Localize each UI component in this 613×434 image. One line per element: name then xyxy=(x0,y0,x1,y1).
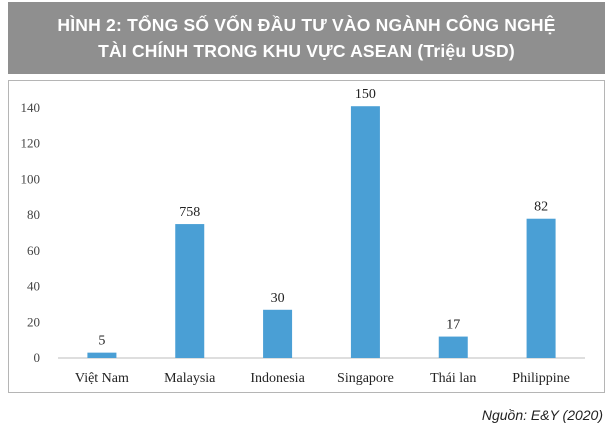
x-category-label: Singapore xyxy=(337,371,394,386)
y-tick-label: 80 xyxy=(27,207,40,222)
data-label: 30 xyxy=(271,291,285,306)
bar xyxy=(350,106,380,358)
y-tick-label: 40 xyxy=(27,279,40,294)
source-note: Nguồn: E&Y (2020) xyxy=(481,407,603,423)
x-category-label: Indonesia xyxy=(250,371,305,386)
bar xyxy=(526,218,556,358)
data-label: 5 xyxy=(98,334,105,349)
x-category-label: Malaysia xyxy=(164,371,216,386)
y-tick-label: 100 xyxy=(21,171,41,186)
chart-title-line-1: HÌNH 2: TỔNG SỐ VỐN ĐẦU TƯ VÀO NGÀNH CÔN… xyxy=(57,15,556,35)
bar xyxy=(438,336,468,358)
y-tick-label: 60 xyxy=(27,243,40,258)
bar xyxy=(175,224,205,358)
bar xyxy=(263,309,293,358)
chart-title-banner: HÌNH 2: TỔNG SỐ VỐN ĐẦU TƯ VÀO NGÀNH CÔN… xyxy=(8,2,605,74)
plot-area-frame xyxy=(8,80,605,393)
chart-title-line-2: TÀI CHÍNH TRONG KHU VỰC ASEAN (Triệu USD… xyxy=(98,41,515,61)
x-category-label: Việt Nam xyxy=(75,371,129,386)
y-tick-label: 20 xyxy=(27,314,40,329)
data-label: 82 xyxy=(534,200,548,215)
data-label: 758 xyxy=(179,205,200,220)
x-category-label: Thái lan xyxy=(430,371,476,386)
data-label: 150 xyxy=(355,87,376,102)
y-tick-label: 140 xyxy=(21,100,41,115)
x-category-label: Philippine xyxy=(512,371,570,386)
data-label: 17 xyxy=(446,318,460,333)
y-tick-label: 120 xyxy=(21,136,41,151)
bar xyxy=(87,352,117,358)
y-tick-label: 0 xyxy=(34,350,41,365)
